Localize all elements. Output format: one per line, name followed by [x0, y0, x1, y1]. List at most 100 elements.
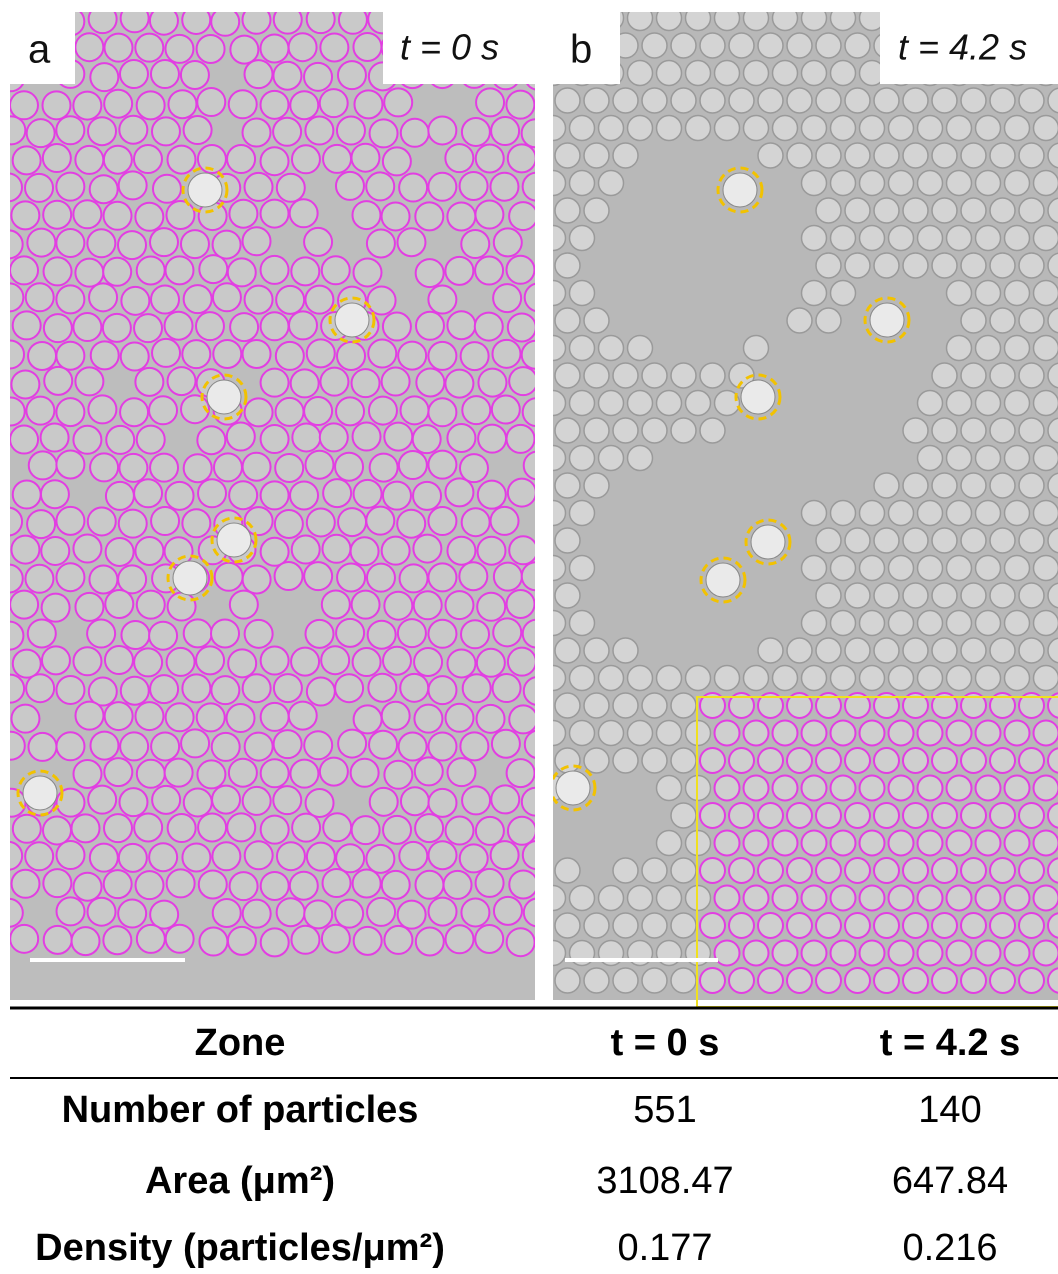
particle	[555, 363, 580, 388]
particle	[120, 398, 148, 426]
particle	[932, 198, 957, 223]
particle	[903, 748, 928, 773]
particle	[275, 562, 303, 590]
particle	[10, 256, 38, 284]
particle	[120, 60, 148, 88]
particle	[0, 622, 23, 650]
particle	[1019, 583, 1044, 608]
particle	[860, 941, 885, 966]
particle	[874, 638, 899, 663]
particle	[137, 256, 165, 284]
particle	[976, 281, 1001, 306]
particle	[353, 869, 381, 897]
particle	[1019, 748, 1044, 773]
particle	[816, 143, 841, 168]
particle	[1034, 171, 1058, 196]
particle	[211, 619, 239, 647]
particle	[816, 968, 841, 993]
particle	[197, 35, 225, 63]
large-particle	[173, 561, 207, 595]
particle	[990, 638, 1015, 663]
particle	[555, 88, 580, 113]
particle	[961, 198, 986, 223]
particle	[42, 594, 70, 622]
particle	[25, 842, 53, 870]
particle	[758, 33, 783, 58]
particle	[671, 693, 696, 718]
particle	[150, 7, 178, 35]
particle	[831, 831, 856, 856]
particle	[1019, 913, 1044, 938]
particle	[11, 870, 39, 898]
particle	[428, 676, 456, 704]
particle	[845, 528, 870, 553]
particle	[368, 621, 396, 649]
particle	[338, 508, 366, 536]
particle	[88, 507, 116, 535]
panel-time: t = 0 s	[400, 27, 499, 68]
particle	[816, 748, 841, 773]
particle	[134, 145, 162, 173]
particle	[642, 33, 667, 58]
particle	[903, 418, 928, 443]
particle	[275, 510, 303, 538]
particle	[1019, 143, 1044, 168]
particle	[135, 368, 163, 396]
particle	[0, 732, 25, 760]
particle	[1034, 446, 1058, 471]
particle	[976, 226, 1001, 251]
particle	[932, 638, 957, 663]
particle	[304, 562, 332, 590]
particle	[599, 171, 624, 196]
particle	[323, 869, 351, 897]
particle	[184, 285, 212, 313]
particle	[976, 776, 1001, 801]
particle	[584, 308, 609, 333]
particle	[541, 391, 566, 416]
particle	[460, 454, 488, 482]
particle	[1034, 886, 1058, 911]
particle	[889, 666, 914, 691]
particle	[845, 583, 870, 608]
particle	[135, 537, 163, 565]
particle	[104, 146, 132, 174]
particle	[990, 968, 1015, 993]
particle	[1034, 776, 1058, 801]
particle	[744, 61, 769, 86]
particle	[570, 611, 595, 636]
particle	[831, 611, 856, 636]
particle	[1034, 226, 1058, 251]
particle	[493, 618, 521, 646]
particle	[918, 666, 943, 691]
particle	[555, 528, 580, 553]
particle	[243, 787, 271, 815]
particle	[414, 648, 442, 676]
particle	[584, 473, 609, 498]
particle	[555, 198, 580, 223]
particle	[787, 638, 812, 663]
particle	[165, 256, 193, 284]
particle	[1005, 226, 1030, 251]
particle	[416, 927, 444, 955]
particle	[555, 253, 580, 278]
particle	[961, 143, 986, 168]
particle	[261, 369, 289, 397]
particle	[245, 733, 273, 761]
particle	[889, 501, 914, 526]
large-particle	[556, 771, 590, 805]
particle	[150, 454, 178, 482]
particle	[802, 116, 827, 141]
particle	[428, 342, 456, 370]
particle	[320, 758, 348, 786]
particle	[0, 283, 23, 311]
particle	[119, 510, 147, 538]
particle	[57, 841, 85, 869]
particle	[274, 730, 302, 758]
particle	[802, 941, 827, 966]
particle	[56, 450, 84, 478]
particle	[56, 676, 84, 704]
particle	[874, 913, 899, 938]
particle	[118, 900, 146, 928]
particle	[555, 473, 580, 498]
particle	[541, 281, 566, 306]
